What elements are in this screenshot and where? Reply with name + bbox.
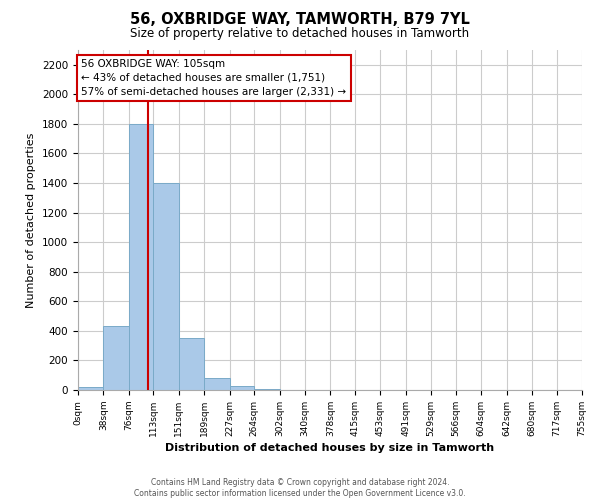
Text: Contains HM Land Registry data © Crown copyright and database right 2024.
Contai: Contains HM Land Registry data © Crown c…: [134, 478, 466, 498]
Text: 56 OXBRIDGE WAY: 105sqm
← 43% of detached houses are smaller (1,751)
57% of semi: 56 OXBRIDGE WAY: 105sqm ← 43% of detache…: [82, 59, 346, 97]
Bar: [179, 338, 204, 390]
Text: 56, OXBRIDGE WAY, TAMWORTH, B79 7YL: 56, OXBRIDGE WAY, TAMWORTH, B79 7YL: [130, 12, 470, 28]
Bar: [154, 183, 179, 390]
Y-axis label: Number of detached properties: Number of detached properties: [26, 132, 37, 308]
X-axis label: Distribution of detached houses by size in Tamworth: Distribution of detached houses by size …: [166, 443, 494, 453]
Bar: [78, 387, 103, 390]
Text: Size of property relative to detached houses in Tamworth: Size of property relative to detached ho…: [130, 28, 470, 40]
Bar: [230, 386, 254, 390]
Bar: [103, 326, 129, 390]
Bar: [204, 378, 230, 390]
Bar: [129, 124, 154, 390]
